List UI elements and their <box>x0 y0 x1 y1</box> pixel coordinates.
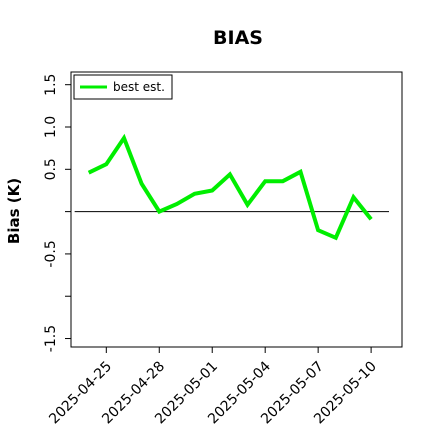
y-tick-label: 1.0 <box>43 116 59 138</box>
y-tick-label: -0.5 <box>43 240 59 267</box>
y-axis-label: Bias (K) <box>5 178 23 244</box>
y-tick-label: 0.5 <box>43 158 59 180</box>
y-axis-ticks: -1.5 -0.5 0.5 1.0 1.5 <box>43 74 71 352</box>
series-line-best-est <box>87 133 373 241</box>
series-layer <box>87 133 373 241</box>
legend: best est. <box>73 74 173 100</box>
y-tick-label: 1.5 <box>43 74 59 96</box>
x-axis-ticks: 2025-04-252025-04-282025-05-012025-05-04… <box>46 347 380 427</box>
legend-label-best-est: best est. <box>113 80 165 94</box>
chart-title: BIAS <box>213 27 263 49</box>
plot-frame <box>70 71 403 348</box>
y-tick-label: -1.5 <box>43 325 59 352</box>
